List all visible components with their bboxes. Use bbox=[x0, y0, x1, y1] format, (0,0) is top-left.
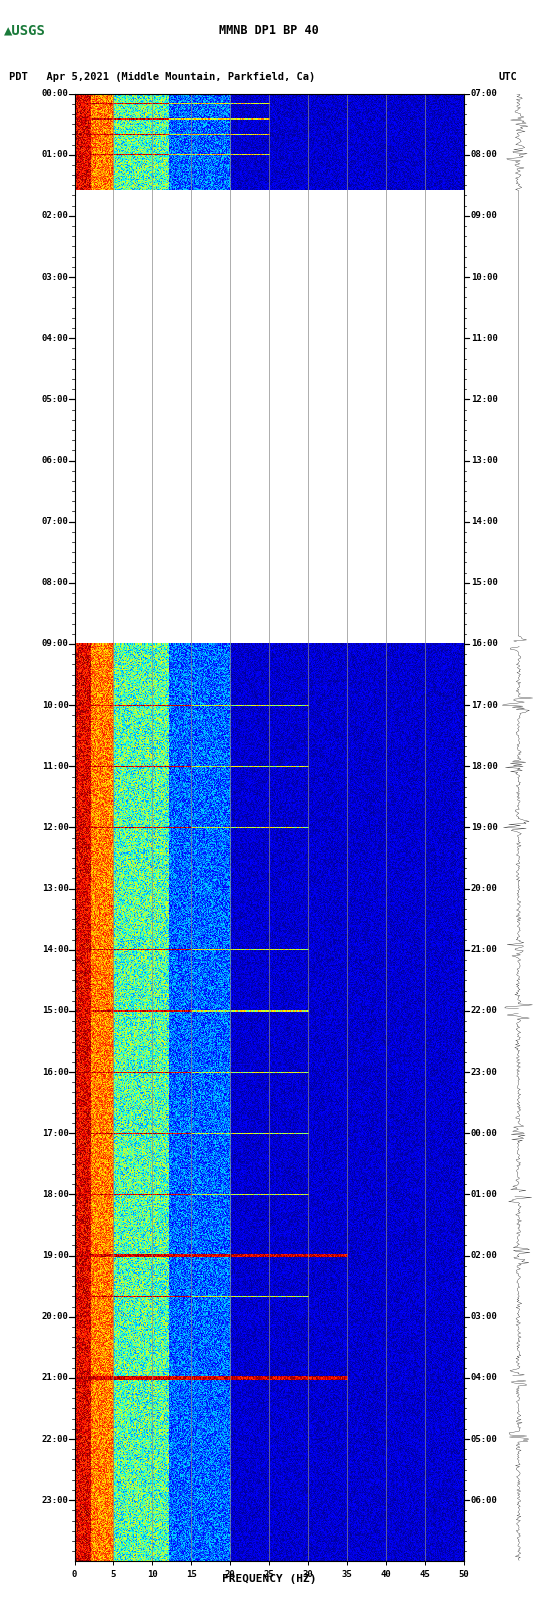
Text: 01:00: 01:00 bbox=[42, 150, 68, 160]
Text: 20:00: 20:00 bbox=[471, 884, 497, 894]
Text: 06:00: 06:00 bbox=[471, 1495, 497, 1505]
Text: 01:00: 01:00 bbox=[471, 1190, 497, 1198]
Text: 03:00: 03:00 bbox=[42, 273, 68, 282]
Text: 12:00: 12:00 bbox=[471, 395, 497, 403]
Text: 18:00: 18:00 bbox=[42, 1190, 68, 1198]
Text: 14:00: 14:00 bbox=[471, 518, 497, 526]
Text: UTC: UTC bbox=[498, 73, 517, 82]
Text: 12:00: 12:00 bbox=[42, 823, 68, 832]
Text: PDT   Apr 5,2021 (Middle Mountain, Parkfield, Ca): PDT Apr 5,2021 (Middle Mountain, Parkfie… bbox=[9, 73, 316, 82]
Text: 11:00: 11:00 bbox=[42, 761, 68, 771]
Text: 05:00: 05:00 bbox=[471, 1434, 497, 1444]
Text: 14:00: 14:00 bbox=[42, 945, 68, 955]
Text: 04:00: 04:00 bbox=[42, 334, 68, 342]
Text: 22:00: 22:00 bbox=[471, 1007, 497, 1016]
Text: 10:00: 10:00 bbox=[42, 700, 68, 710]
Text: 18:00: 18:00 bbox=[471, 761, 497, 771]
Text: 15:00: 15:00 bbox=[471, 579, 497, 587]
Text: 08:00: 08:00 bbox=[42, 579, 68, 587]
Text: 02:00: 02:00 bbox=[42, 211, 68, 221]
Text: 04:00: 04:00 bbox=[471, 1373, 497, 1382]
Text: ▲USGS: ▲USGS bbox=[4, 24, 46, 37]
Text: 20:00: 20:00 bbox=[42, 1313, 68, 1321]
Text: 21:00: 21:00 bbox=[471, 945, 497, 955]
Text: 09:00: 09:00 bbox=[42, 639, 68, 648]
Text: 10:00: 10:00 bbox=[471, 273, 497, 282]
Text: 23:00: 23:00 bbox=[42, 1495, 68, 1505]
Text: 17:00: 17:00 bbox=[471, 700, 497, 710]
Text: 13:00: 13:00 bbox=[42, 884, 68, 894]
Text: 11:00: 11:00 bbox=[471, 334, 497, 342]
Text: 03:00: 03:00 bbox=[471, 1313, 497, 1321]
Text: 02:00: 02:00 bbox=[471, 1252, 497, 1260]
Text: 23:00: 23:00 bbox=[471, 1068, 497, 1076]
Text: 16:00: 16:00 bbox=[42, 1068, 68, 1076]
Text: 19:00: 19:00 bbox=[471, 823, 497, 832]
Text: 07:00: 07:00 bbox=[42, 518, 68, 526]
Text: 19:00: 19:00 bbox=[42, 1252, 68, 1260]
Text: 15:00: 15:00 bbox=[42, 1007, 68, 1016]
Text: 16:00: 16:00 bbox=[471, 639, 497, 648]
Text: 00:00: 00:00 bbox=[471, 1129, 497, 1137]
Text: FREQUENCY (HZ): FREQUENCY (HZ) bbox=[222, 1574, 316, 1584]
Text: 21:00: 21:00 bbox=[42, 1373, 68, 1382]
Text: 22:00: 22:00 bbox=[42, 1434, 68, 1444]
Text: 13:00: 13:00 bbox=[471, 456, 497, 465]
Text: 09:00: 09:00 bbox=[471, 211, 497, 221]
Text: 07:00: 07:00 bbox=[471, 89, 497, 98]
Text: MMNB DP1 BP 40: MMNB DP1 BP 40 bbox=[219, 24, 319, 37]
Text: 17:00: 17:00 bbox=[42, 1129, 68, 1137]
Text: 08:00: 08:00 bbox=[471, 150, 497, 160]
Text: 00:00: 00:00 bbox=[42, 89, 68, 98]
Text: 06:00: 06:00 bbox=[42, 456, 68, 465]
Text: 05:00: 05:00 bbox=[42, 395, 68, 403]
